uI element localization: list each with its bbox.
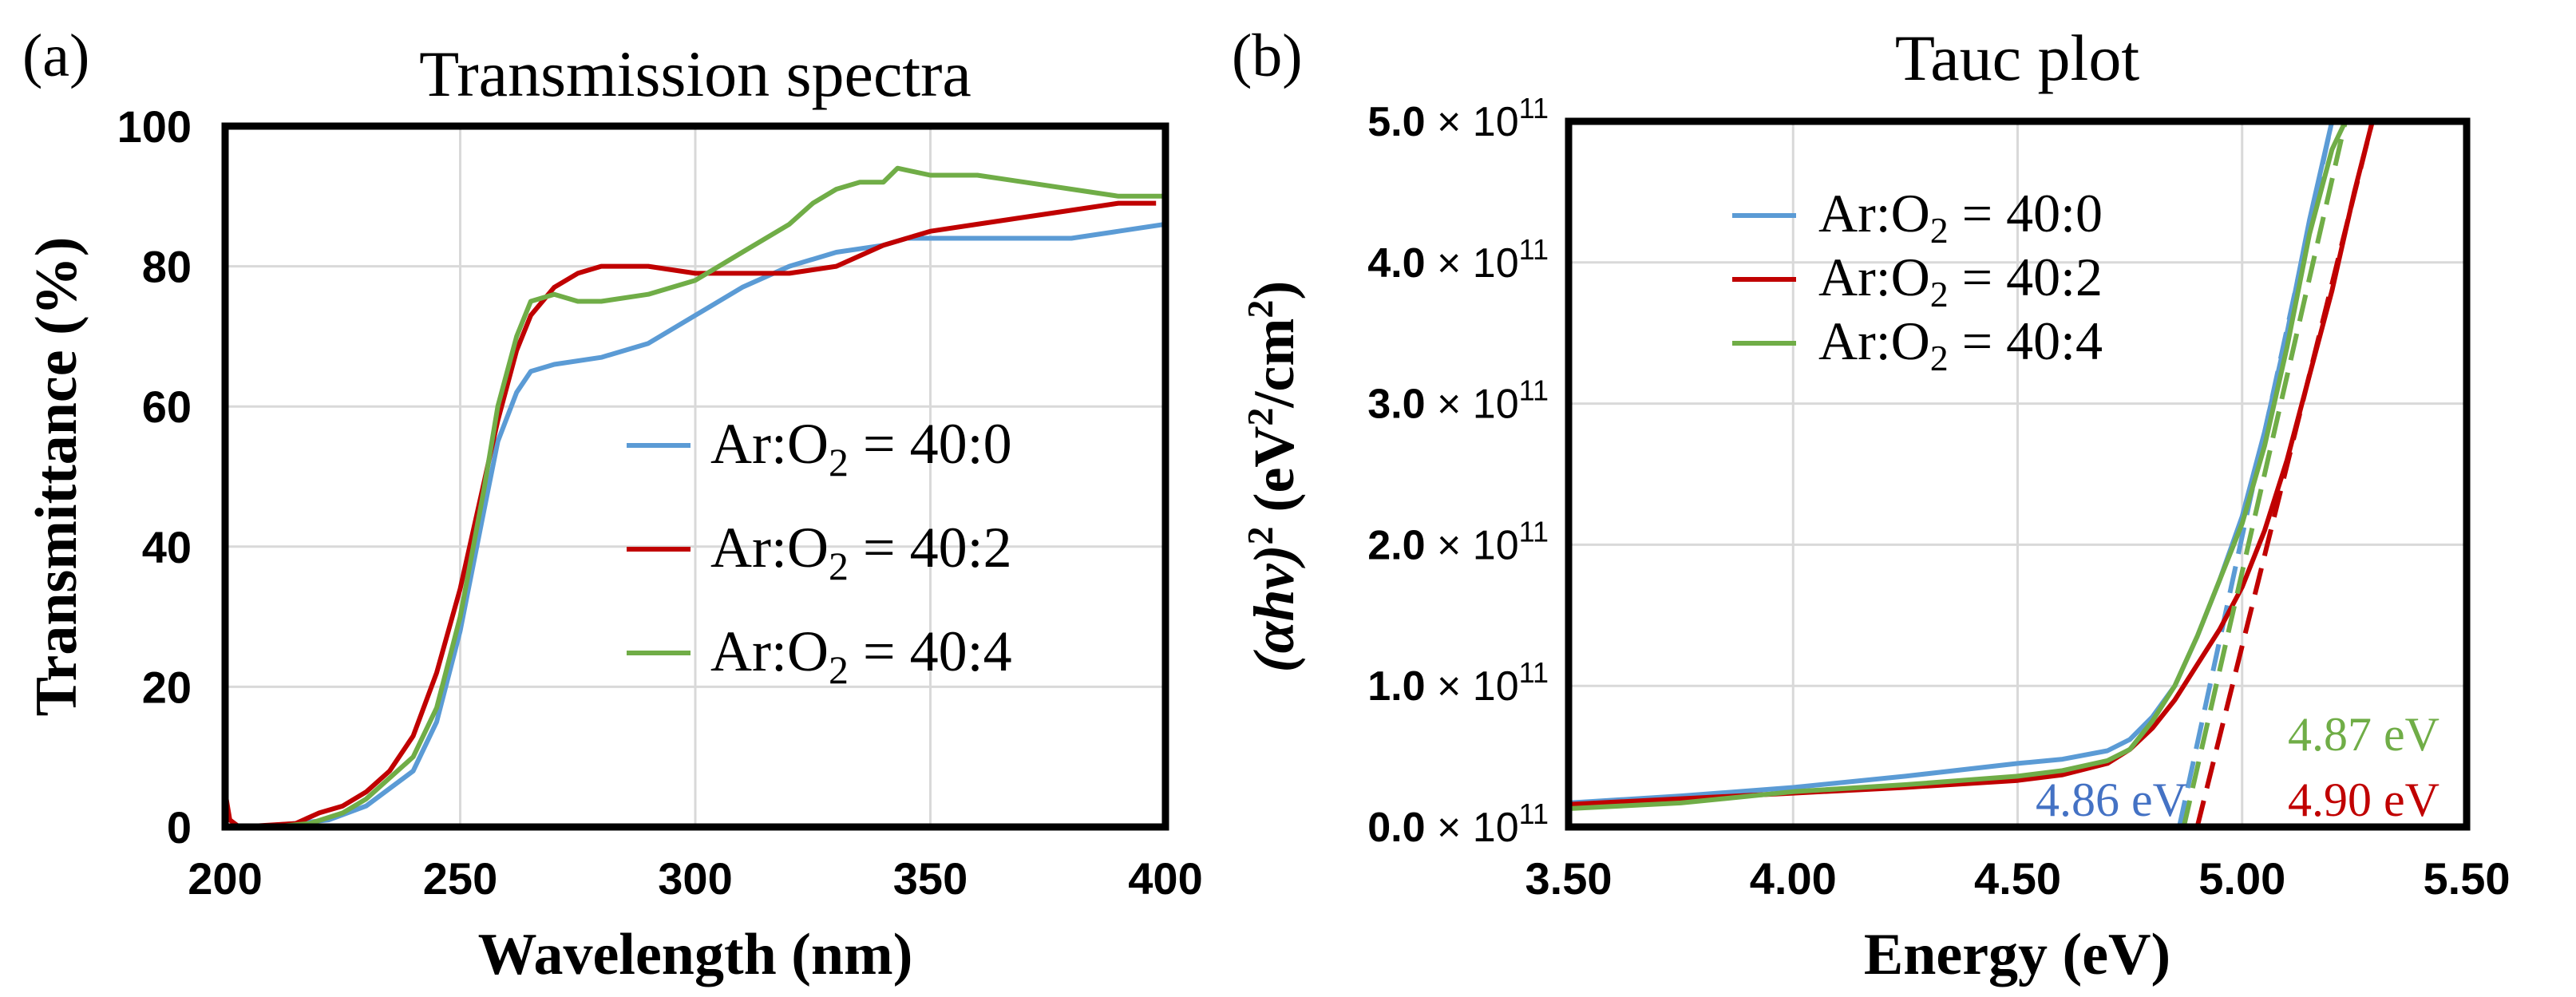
tick-times: × 10 bbox=[1426, 240, 1519, 287]
panel-a-gridlines bbox=[224, 125, 1167, 829]
tick-mantissa: 1.0 bbox=[1367, 663, 1425, 710]
tick-times: × 10 bbox=[1426, 382, 1519, 428]
panel-a-series-line bbox=[225, 221, 1165, 827]
tick-times: × 10 bbox=[1426, 663, 1519, 710]
panel-b-x-tick-label: 4.00 bbox=[1750, 853, 1837, 904]
panel-b-fit-line bbox=[2181, 121, 2348, 827]
tick-exponent: 11 bbox=[1519, 92, 1549, 125]
panel-a-x-axis-label: Wavelength (nm) bbox=[478, 922, 913, 987]
panel-b-legend: Ar:O2 = 40:0Ar:O2 = 40:2Ar:O2 = 40:4 bbox=[1732, 183, 2103, 378]
panel-b-y-tick-label: 2.0 × 1011 bbox=[1367, 515, 1549, 568]
panel-a-y-tick-label: 20 bbox=[142, 662, 192, 712]
panel-a-y-axis-label: Transmittance (%) bbox=[24, 237, 89, 717]
panel-a-series-line bbox=[225, 165, 1165, 827]
panel-b-y-tick-label: 1.0 × 1011 bbox=[1367, 656, 1549, 710]
legend-text: = 40:2 bbox=[849, 516, 1012, 580]
tauc-chart: (b) Tauc plot 3.50 4.00 4.50 5.00 5.50 0.0 × … bbox=[1232, 22, 2511, 987]
panel-a-y-tick-label: 60 bbox=[142, 382, 192, 432]
legend-text: Ar:O bbox=[710, 619, 829, 683]
legend-text: = 40:2 bbox=[1949, 247, 2103, 307]
legend-text: Ar:O bbox=[1818, 311, 1930, 371]
panel-b-legend-label: Ar:O2 = 40:4 bbox=[1818, 311, 2103, 378]
panel-b-y-tick-label: 0.0 × 1011 bbox=[1367, 797, 1549, 851]
panel-b-x-tick-label: 5.50 bbox=[2424, 853, 2511, 904]
legend-text: Ar:O bbox=[1818, 183, 1930, 243]
panel-a-legend: Ar:O2 = 40:0Ar:O2 = 40:2Ar:O2 = 40:4 bbox=[627, 412, 1012, 692]
tick-exponent: 11 bbox=[1519, 656, 1549, 689]
legend-text: Ar:O bbox=[710, 412, 829, 476]
panel-a-legend-label: Ar:O2 = 40:0 bbox=[710, 412, 1012, 485]
panel-b-y-tick-label: 5.0 × 1011 bbox=[1367, 92, 1549, 145]
tick-exponent: 11 bbox=[1519, 797, 1549, 830]
panel-b-title: Tauc plot bbox=[1895, 22, 2139, 94]
tick-times: × 10 bbox=[1426, 522, 1519, 568]
legend-subscript: 2 bbox=[829, 647, 849, 692]
tick-mantissa: 0.0 bbox=[1367, 805, 1425, 851]
panel-b-x-tick-label: 4.50 bbox=[1974, 853, 2061, 904]
legend-subscript: 2 bbox=[1930, 338, 1949, 378]
panel-a-plot-frame bbox=[221, 122, 1169, 831]
panel-b-bandgap-label: 4.90 eV bbox=[2288, 773, 2439, 826]
legend-subscript: 2 bbox=[829, 544, 849, 588]
panel-a-x-tick-label: 400 bbox=[1128, 853, 1202, 904]
panel-b-series-lines bbox=[1569, 121, 2375, 827]
legend-text: = 40:4 bbox=[849, 619, 1012, 683]
panel-b-y-axis-label: (αhν)2 (eV2/cm2) bbox=[1240, 281, 1306, 673]
tick-mantissa: 2.0 bbox=[1367, 522, 1425, 568]
transmission-chart: (a) Transmission spectra 200 250 300 350 400… bbox=[22, 22, 1203, 987]
tick-times: × 10 bbox=[1426, 805, 1519, 851]
panel-a-label: (a) bbox=[22, 22, 89, 89]
legend-text: Ar:O bbox=[710, 516, 829, 580]
panel-a-x-tick-label: 250 bbox=[423, 853, 497, 904]
panel-a-legend-label: Ar:O2 = 40:2 bbox=[710, 516, 1012, 588]
panel-a-y-tick-label: 100 bbox=[117, 101, 192, 152]
panel-b-y-tick-label: 3.0 × 1011 bbox=[1367, 374, 1549, 428]
panel-b-plot-frame bbox=[1565, 117, 2471, 831]
panel-b-bandgap-labels: 4.86 eV 4.90 eV 4.87 eV bbox=[2036, 708, 2439, 826]
tick-exponent: 11 bbox=[1519, 233, 1549, 266]
panel-b-bandgap-label: 4.87 eV bbox=[2288, 708, 2439, 761]
panel-a-x-tick-label: 300 bbox=[658, 853, 732, 904]
panel-a-legend-label: Ar:O2 = 40:4 bbox=[710, 619, 1012, 692]
panel-b-x-tick-label: 5.00 bbox=[2198, 853, 2285, 904]
panel-a-x-tick-label: 350 bbox=[893, 853, 967, 904]
panel-b-fit-line bbox=[2194, 121, 2375, 827]
panel-b-legend-label: Ar:O2 = 40:0 bbox=[1818, 183, 2103, 251]
panel-b-label: (b) bbox=[1232, 22, 1303, 89]
legend-text: = 40:4 bbox=[1949, 311, 2103, 371]
panel-a-y-tick-label: 40 bbox=[142, 522, 192, 572]
panel-a-title: Transmission spectra bbox=[419, 38, 971, 110]
legend-text: = 40:0 bbox=[1949, 183, 2103, 243]
legend-subscript: 2 bbox=[829, 440, 849, 485]
panel-a-series-line bbox=[225, 200, 1157, 827]
panel-a-series-lines bbox=[225, 165, 1165, 827]
tick-mantissa: 5.0 bbox=[1367, 99, 1425, 145]
panel-b-legend-label: Ar:O2 = 40:2 bbox=[1818, 247, 2103, 315]
panel-b-x-axis-label: Energy (eV) bbox=[1864, 922, 2170, 987]
panel-a-tick-labels: 200 250 300 350 400 0 20 40 60 80 100 bbox=[117, 101, 1203, 904]
tick-exponent: 11 bbox=[1519, 374, 1549, 407]
tick-mantissa: 3.0 bbox=[1367, 382, 1425, 428]
legend-subscript: 2 bbox=[1930, 210, 1949, 251]
panel-a-y-tick-label: 80 bbox=[142, 242, 192, 292]
panel-b-bandgap-label: 4.86 eV bbox=[2036, 773, 2187, 826]
legend-text: = 40:0 bbox=[849, 412, 1012, 476]
panel-a-y-tick-label: 0 bbox=[167, 802, 192, 853]
panel-a-x-tick-label: 200 bbox=[188, 853, 262, 904]
tick-exponent: 11 bbox=[1519, 515, 1549, 548]
tick-mantissa: 4.0 bbox=[1367, 240, 1425, 287]
tick-times: × 10 bbox=[1426, 99, 1519, 145]
legend-subscript: 2 bbox=[1930, 274, 1949, 315]
panel-b-y-tick-label: 4.0 × 1011 bbox=[1367, 233, 1549, 287]
panel-b-x-tick-label: 3.50 bbox=[1525, 853, 1612, 904]
legend-text: Ar:O bbox=[1818, 247, 1930, 307]
panel-b-series-line bbox=[1569, 121, 2348, 811]
